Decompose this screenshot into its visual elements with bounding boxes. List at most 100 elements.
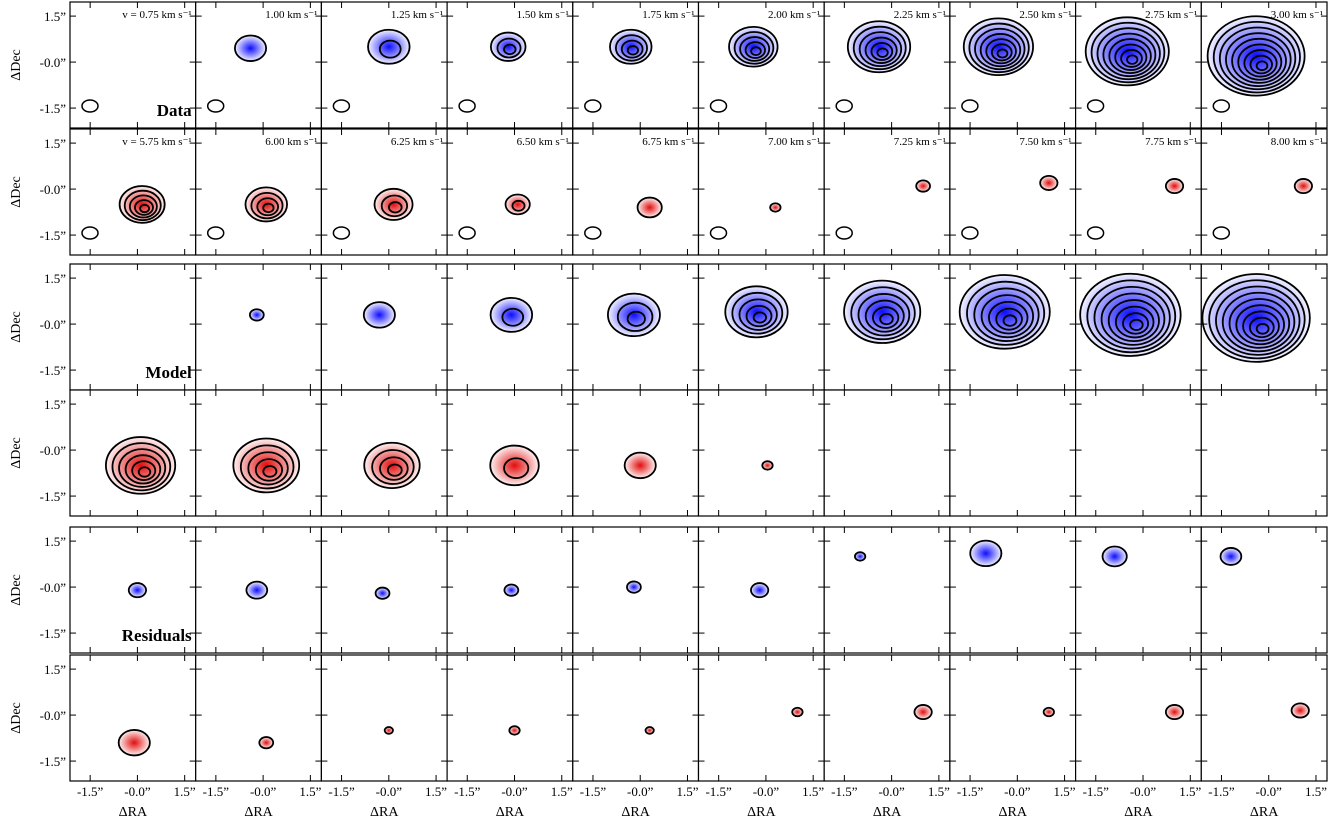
panel-content xyxy=(1042,706,1055,718)
velocity-label: 1.75 km s⁻¹ xyxy=(642,9,694,21)
contour xyxy=(1228,298,1291,349)
contour xyxy=(616,301,654,332)
panel-content xyxy=(791,706,804,718)
contour xyxy=(1221,291,1296,353)
emission xyxy=(246,581,268,599)
emission xyxy=(490,297,533,332)
contour xyxy=(378,39,402,59)
y-tick-label: -1.5” xyxy=(40,754,67,769)
panel-content xyxy=(969,539,1003,568)
y-axis-label: ΔDec xyxy=(9,176,24,208)
contour xyxy=(644,726,655,735)
panel xyxy=(823,389,951,517)
y-tick-label: 1.5” xyxy=(44,9,66,24)
contour xyxy=(489,31,527,62)
contour xyxy=(1225,32,1292,87)
panel xyxy=(1200,654,1328,782)
contour xyxy=(769,202,782,213)
contour xyxy=(1126,54,1139,65)
contour xyxy=(738,298,778,331)
x-tick-label: -1.5” xyxy=(454,784,481,799)
contour xyxy=(503,43,517,56)
beam xyxy=(709,226,728,240)
x-tick-label: -1.5” xyxy=(328,784,355,799)
panel-content xyxy=(1290,702,1310,719)
panel-content xyxy=(244,186,288,223)
velocity-label: 7.75 km s⁻¹ xyxy=(1145,136,1197,148)
contour xyxy=(1120,49,1143,68)
emission xyxy=(259,737,274,749)
contour xyxy=(118,185,166,224)
beam xyxy=(584,226,602,240)
y-axis-label: ΔDec xyxy=(9,574,24,606)
contour xyxy=(731,291,784,335)
contour xyxy=(739,36,771,62)
contour xyxy=(752,311,768,324)
panel-content xyxy=(105,436,177,495)
y-tick-label: -1.5” xyxy=(40,363,67,378)
contour xyxy=(988,300,1029,335)
beam xyxy=(81,99,99,113)
contour xyxy=(111,442,172,492)
contour xyxy=(386,463,403,477)
beam xyxy=(206,226,225,240)
y-tick-label: 1.5” xyxy=(44,136,66,151)
velocity-label: 2.00 km s⁻¹ xyxy=(768,9,820,21)
y-tick-label: 1.5” xyxy=(44,271,66,286)
contour xyxy=(254,458,284,482)
contour xyxy=(1215,285,1301,356)
contour xyxy=(362,301,396,329)
panel-content xyxy=(1293,178,1313,195)
panel-content xyxy=(728,26,779,68)
panel xyxy=(697,654,825,782)
contour xyxy=(1100,292,1166,346)
panel-content xyxy=(489,444,540,487)
contour xyxy=(1201,273,1311,363)
beam xyxy=(81,226,99,240)
contour xyxy=(388,201,403,214)
contour xyxy=(1107,299,1160,343)
panel xyxy=(195,654,322,782)
panel xyxy=(69,654,197,782)
contour xyxy=(374,586,391,600)
panel xyxy=(949,389,1077,517)
contour xyxy=(620,39,644,59)
contour xyxy=(843,279,922,344)
panel-content xyxy=(636,196,663,219)
beam xyxy=(961,99,979,113)
x-tick-label: -0.0” xyxy=(376,784,403,799)
x-tick-label: -0.0” xyxy=(753,784,780,799)
contour xyxy=(383,726,394,735)
x-axis-label: ΔRA xyxy=(621,805,650,820)
y-tick-label: -1.5” xyxy=(40,228,67,243)
panel xyxy=(697,128,825,256)
beam xyxy=(458,226,476,240)
contour xyxy=(1108,38,1152,74)
contour xyxy=(117,729,151,757)
contour xyxy=(1212,20,1301,94)
contour xyxy=(1218,26,1297,91)
contour xyxy=(489,296,534,333)
contour xyxy=(864,36,898,64)
panel-content xyxy=(374,586,391,600)
x-axis-label: ΔRA xyxy=(1250,805,1279,820)
velocity-label: 7.50 km s⁻¹ xyxy=(1019,136,1071,148)
x-tick-label: 1.5” xyxy=(1179,784,1201,799)
contour xyxy=(1129,318,1144,331)
contour xyxy=(234,34,268,62)
emission xyxy=(916,180,931,192)
y-tick-label: -0.0” xyxy=(40,182,67,197)
contour xyxy=(503,583,520,597)
emission xyxy=(970,540,1002,567)
contour xyxy=(973,287,1040,342)
y-tick-label: -1.5” xyxy=(40,489,67,504)
y-tick-label: -0.0” xyxy=(40,443,67,458)
panel xyxy=(1074,654,1202,782)
beam xyxy=(1086,226,1105,240)
panel-content xyxy=(1079,272,1182,357)
contour xyxy=(913,704,933,721)
panel-content xyxy=(626,580,642,594)
beam xyxy=(1212,99,1231,113)
panel xyxy=(320,1,448,129)
emission xyxy=(375,587,390,599)
